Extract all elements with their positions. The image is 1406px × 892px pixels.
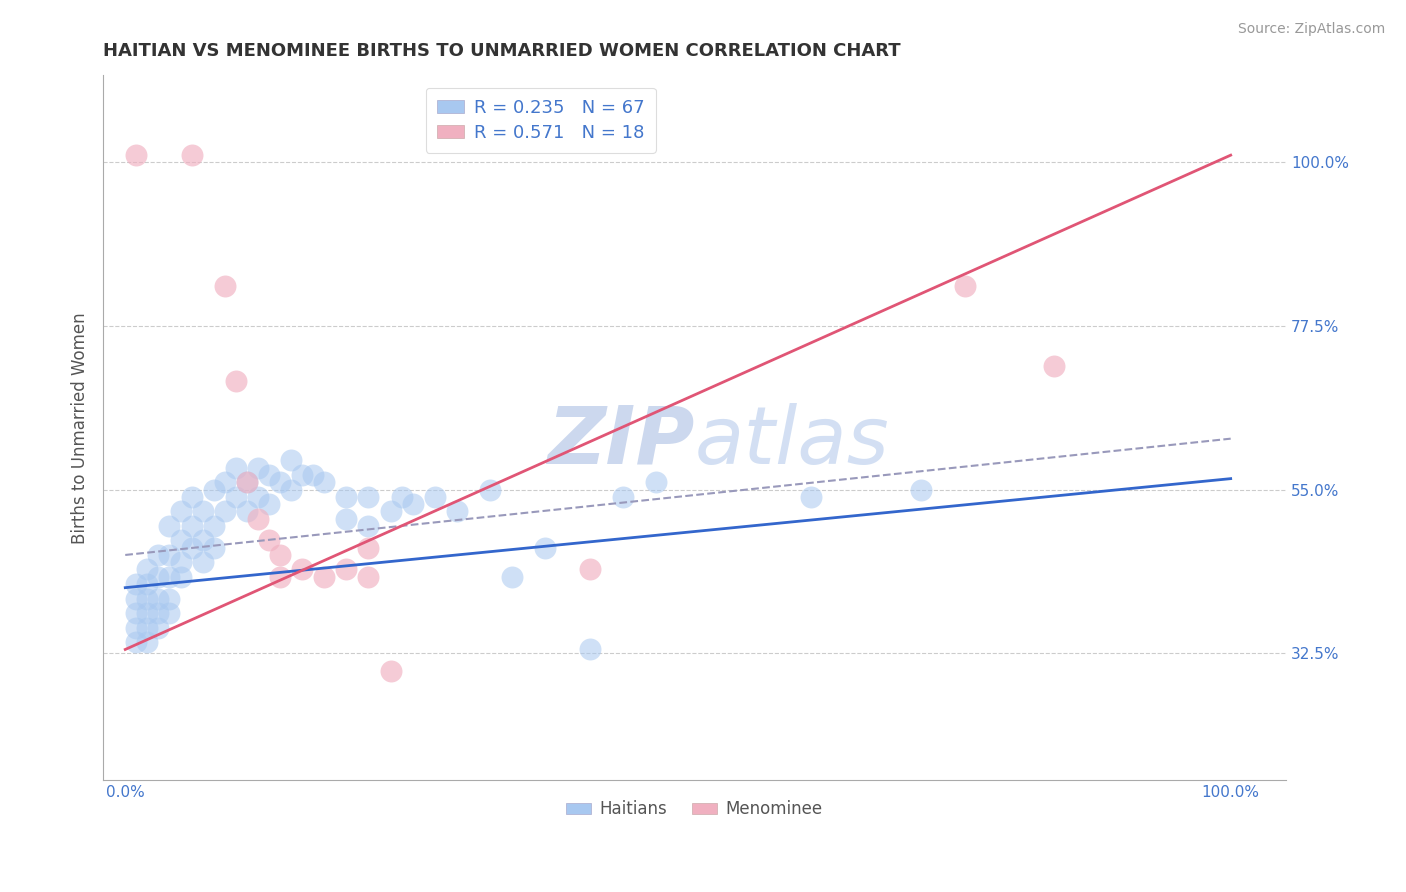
Point xyxy=(257,533,280,548)
Point xyxy=(125,577,148,591)
Point xyxy=(136,577,159,591)
Point xyxy=(225,460,247,475)
Point xyxy=(257,497,280,511)
Point xyxy=(180,541,202,555)
Point xyxy=(159,591,181,606)
Point xyxy=(380,665,402,679)
Point xyxy=(180,490,202,504)
Point xyxy=(159,548,181,562)
Point xyxy=(136,606,159,620)
Point xyxy=(335,490,357,504)
Point xyxy=(159,519,181,533)
Point xyxy=(800,490,823,504)
Point xyxy=(191,533,214,548)
Point xyxy=(148,621,170,635)
Point xyxy=(236,504,259,518)
Text: HAITIAN VS MENOMINEE BIRTHS TO UNMARRIED WOMEN CORRELATION CHART: HAITIAN VS MENOMINEE BIRTHS TO UNMARRIED… xyxy=(103,42,901,60)
Point xyxy=(246,490,269,504)
Point xyxy=(214,504,236,518)
Point xyxy=(1043,359,1066,373)
Point xyxy=(191,555,214,569)
Point xyxy=(380,504,402,518)
Point xyxy=(125,621,148,635)
Text: Source: ZipAtlas.com: Source: ZipAtlas.com xyxy=(1237,22,1385,37)
Point xyxy=(169,504,191,518)
Point xyxy=(391,490,413,504)
Point xyxy=(159,606,181,620)
Point xyxy=(125,606,148,620)
Point xyxy=(125,148,148,162)
Point xyxy=(314,570,336,584)
Point xyxy=(136,591,159,606)
Point xyxy=(291,562,314,576)
Point xyxy=(357,541,380,555)
Text: ZIP: ZIP xyxy=(547,403,695,481)
Point xyxy=(225,490,247,504)
Point xyxy=(180,519,202,533)
Point xyxy=(125,635,148,649)
Point xyxy=(159,570,181,584)
Point xyxy=(246,460,269,475)
Point xyxy=(180,148,202,162)
Point xyxy=(191,504,214,518)
Point xyxy=(280,483,302,497)
Point xyxy=(202,483,225,497)
Point xyxy=(202,541,225,555)
Point xyxy=(910,483,932,497)
Point xyxy=(423,490,446,504)
Point xyxy=(578,562,600,576)
Point xyxy=(302,468,325,483)
Legend: Haitians, Menominee: Haitians, Menominee xyxy=(560,794,830,825)
Point xyxy=(612,490,634,504)
Text: atlas: atlas xyxy=(695,403,889,481)
Point xyxy=(148,570,170,584)
Point xyxy=(314,475,336,490)
Point xyxy=(169,533,191,548)
Point xyxy=(236,475,259,490)
Point xyxy=(169,570,191,584)
Point xyxy=(534,541,557,555)
Point xyxy=(501,570,523,584)
Point xyxy=(291,468,314,483)
Point xyxy=(169,555,191,569)
Y-axis label: Births to Unmarried Women: Births to Unmarried Women xyxy=(72,312,89,543)
Point xyxy=(257,468,280,483)
Point xyxy=(955,279,977,293)
Point xyxy=(644,475,666,490)
Point xyxy=(148,591,170,606)
Point xyxy=(578,642,600,657)
Point xyxy=(136,562,159,576)
Point xyxy=(125,591,148,606)
Point xyxy=(479,483,502,497)
Point xyxy=(357,519,380,533)
Point xyxy=(148,548,170,562)
Point xyxy=(225,374,247,388)
Point xyxy=(269,548,291,562)
Point xyxy=(236,475,259,490)
Point xyxy=(280,453,302,467)
Point xyxy=(357,490,380,504)
Point xyxy=(214,475,236,490)
Point xyxy=(148,606,170,620)
Point xyxy=(136,635,159,649)
Point xyxy=(136,621,159,635)
Point xyxy=(335,562,357,576)
Point xyxy=(202,519,225,533)
Point xyxy=(269,475,291,490)
Point xyxy=(446,504,468,518)
Point xyxy=(335,511,357,525)
Point xyxy=(246,511,269,525)
Point xyxy=(357,570,380,584)
Point xyxy=(214,279,236,293)
Point xyxy=(269,570,291,584)
Point xyxy=(401,497,423,511)
